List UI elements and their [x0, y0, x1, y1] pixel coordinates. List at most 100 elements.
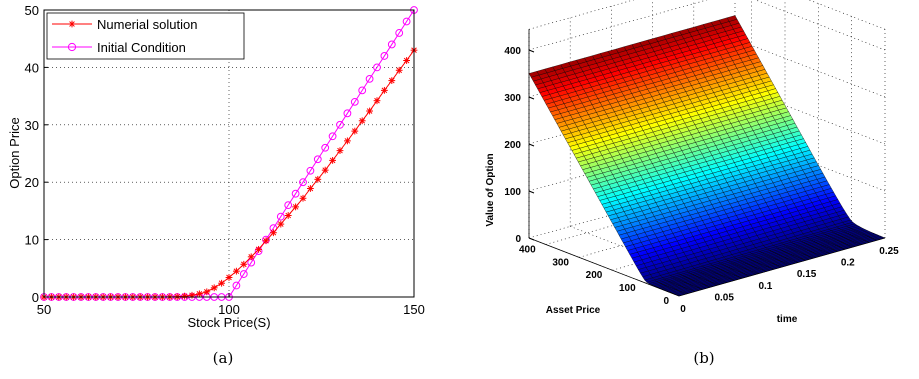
x-tick-label-b: 0.1 [758, 281, 772, 292]
data-point-numerical [225, 274, 233, 281]
y-tick-label-a: 10 [25, 233, 39, 248]
x-axis-label-a: Stock Price(S) [187, 315, 270, 330]
data-point-numerical [270, 229, 277, 237]
grid-a [44, 10, 414, 297]
data-point-numerical [240, 260, 248, 268]
y-tick-label-b: 400 [519, 244, 536, 255]
data-point-initial [313, 155, 322, 164]
y-axis-label-b: Asset Price [546, 305, 601, 316]
z-tick-label-b: 0 [515, 234, 521, 245]
data-point-numerical [314, 175, 322, 183]
z-tick-b [528, 49, 535, 53]
data-point-initial [291, 189, 300, 198]
data-point-numerical [307, 185, 314, 192]
data-point-numerical [351, 127, 359, 135]
x-tick-label-b: 0.15 [797, 269, 817, 280]
y-tick-label-a: 40 [25, 60, 39, 75]
y-tick-label-b: 0 [663, 296, 669, 307]
y-tick-label-a: 30 [25, 118, 39, 133]
data-point-numerical [203, 288, 211, 296]
data-point-numerical [336, 147, 344, 155]
legend-a: Numerial solution Initial Condition [46, 12, 245, 60]
data-point-initial [373, 63, 381, 72]
data-point-initial [395, 29, 404, 37]
data-point-initial [284, 201, 293, 210]
data-point-numerical [181, 292, 188, 300]
line-chart-panel-a: 50 100 150 0 10 20 30 40 50 Stock Price(S) Optio… [7, 3, 425, 367]
data-point-numerical [329, 156, 336, 164]
data-point-numerical [188, 291, 196, 299]
x-tick-label-b: 0.05 [714, 292, 734, 303]
legend-label-initial: Initial Condition [97, 40, 186, 55]
x-tick-label-b: 0.2 [841, 258, 855, 269]
data-point-initial [343, 109, 352, 118]
grid-line-z-right [754, 0, 886, 51]
data-point-initial [276, 212, 285, 221]
legend-marker-star [68, 20, 76, 28]
data-point-numerical [255, 245, 262, 253]
data-point-initial [387, 40, 396, 49]
data-point-numerical [210, 284, 218, 292]
data-point-initial [402, 17, 411, 26]
panel-a-caption: (a) [213, 349, 234, 367]
data-point-numerical [292, 203, 299, 211]
box-edge-top-right [808, 0, 886, 30]
z-tick-label-b: 300 [504, 93, 521, 104]
data-point-numerical [321, 166, 329, 174]
data-point-numerical [247, 253, 255, 261]
data-point-initial [358, 86, 367, 95]
z-tick-label-b: 400 [504, 46, 521, 57]
z-tick-b [528, 96, 535, 100]
data-point-initial [350, 97, 359, 106]
data-point-initial [336, 120, 344, 129]
x-tick-label-a: 100 [218, 302, 240, 317]
y-tick-label-b: 300 [552, 257, 569, 268]
y-tick-label-a: 50 [25, 3, 39, 18]
z-tick-label-b: 100 [504, 187, 521, 198]
legend-star-glyph [68, 20, 76, 28]
data-point-numerical [299, 194, 307, 202]
z-tick-b [528, 143, 535, 147]
data-point-initial [328, 132, 337, 141]
data-point-numerical [388, 77, 396, 85]
z-axis-label-b: Value of Option [485, 153, 496, 226]
data-point-initial [239, 270, 248, 278]
axis-line-asset [528, 237, 680, 297]
data-point-numerical [344, 137, 351, 145]
data-point-initial [365, 74, 374, 83]
data-point-initial [306, 166, 315, 175]
y-axis-label-a: Option Price [7, 117, 22, 189]
ticks-b: 0100200300400010020030040000.050.10.150.… [504, 29, 899, 315]
data-point-initial [380, 52, 389, 60]
legend-box [46, 12, 245, 60]
surface-chart-panel-b: 0100200300400010020030040000.050.10.150.… [485, 0, 899, 367]
data-point-numerical [218, 279, 225, 287]
data-point-initial [232, 281, 241, 290]
legend-label-numerical: Numerial solution [97, 17, 197, 32]
ticks-a: 50 100 150 0 10 20 30 40 50 [25, 3, 425, 317]
grid-line-z-right [734, 38, 886, 98]
y-tick-label-b: 200 [586, 270, 603, 281]
grid-line-z-right [734, 85, 886, 145]
data-point-numerical [381, 86, 388, 94]
z-tick-label-b: 200 [504, 140, 521, 151]
data-point-numerical [196, 290, 203, 298]
legend-marker-circle [67, 42, 77, 52]
data-point-numerical [233, 267, 240, 275]
data-point-numerical [277, 220, 285, 228]
x-axis-label-b: time [777, 314, 798, 325]
x-tick-label-a: 150 [403, 302, 425, 317]
data-point-numerical [403, 57, 410, 64]
y-tick-label-a: 20 [25, 175, 39, 190]
data-point-numerical [395, 66, 403, 74]
y-tick-label-b: 100 [619, 283, 636, 294]
data-point-numerical [373, 97, 381, 105]
axis-line-time [678, 237, 886, 297]
y-tick-label-a: 0 [32, 290, 39, 305]
z-tick-b [528, 190, 535, 194]
x-tick-label-b: 0 [680, 304, 686, 315]
data-point-numerical [358, 117, 366, 125]
data-point-initial [299, 178, 307, 187]
x-tick-label-b: 0.25 [879, 246, 899, 257]
